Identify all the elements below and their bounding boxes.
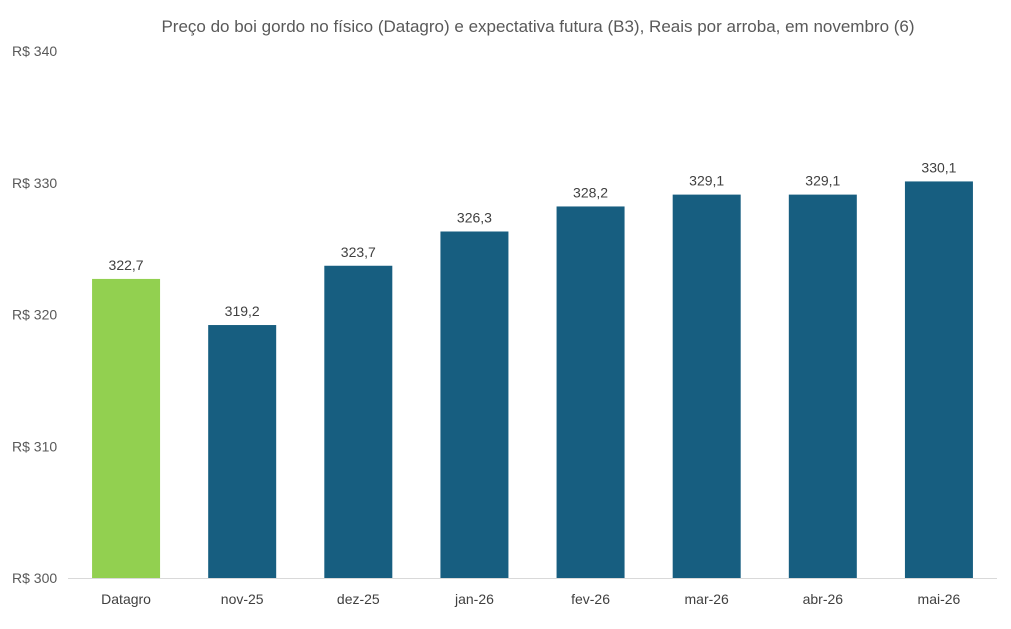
bar-abr-26: [788, 194, 857, 579]
y-tick-label: R$ 330: [12, 175, 57, 191]
bar-series: [92, 181, 973, 579]
y-tick-label: R$ 340: [12, 43, 57, 59]
bar-nov-25: [208, 325, 277, 578]
bar-dez-25: [324, 265, 393, 578]
x-tick-label: nov-25: [221, 591, 264, 607]
bar-value-label: 319,2: [225, 303, 260, 319]
bar-value-label: 330,1: [921, 159, 956, 175]
y-tick-label: R$ 300: [12, 570, 57, 586]
x-tick-label: fev-26: [571, 591, 610, 607]
bar-jan-26: [440, 231, 509, 578]
bar-value-label: 329,1: [689, 173, 724, 189]
x-axis-ticks: Datagro nov-25 dez-25 jan-26 fev-26 mar-26 abr…: [101, 591, 960, 607]
bar-mai-26: [904, 181, 973, 578]
y-tick-label: R$ 310: [12, 438, 57, 454]
y-axis-ticks: R$ 300 R$ 310 R$ 320 R$ 330 R$ 340: [12, 43, 57, 586]
chart-title: Preço do boi gordo no físico (Datagro) e…: [161, 17, 914, 36]
x-tick-label: mar-26: [685, 591, 730, 607]
bar-value-label: 326,3: [457, 209, 492, 225]
bar-value-label: 328,2: [573, 184, 608, 200]
bar-value-label: 322,7: [109, 257, 144, 273]
y-tick-label: R$ 320: [12, 307, 57, 323]
bar-mar-26: [672, 194, 741, 579]
x-tick-label: jan-26: [454, 591, 494, 607]
x-tick-label: dez-25: [337, 591, 380, 607]
bar-value-label: 323,7: [341, 244, 376, 260]
x-tick-label: Datagro: [101, 591, 151, 607]
bar-value-label: 329,1: [805, 173, 840, 189]
x-tick-label: abr-26: [803, 591, 844, 607]
x-tick-label: mai-26: [918, 591, 961, 607]
data-labels: 322,7 319,2 323,7 326,3 328,2 329,1 329,1 330,1: [109, 159, 957, 319]
bar-datagro: [92, 278, 161, 578]
bar-fev-26: [556, 206, 625, 578]
